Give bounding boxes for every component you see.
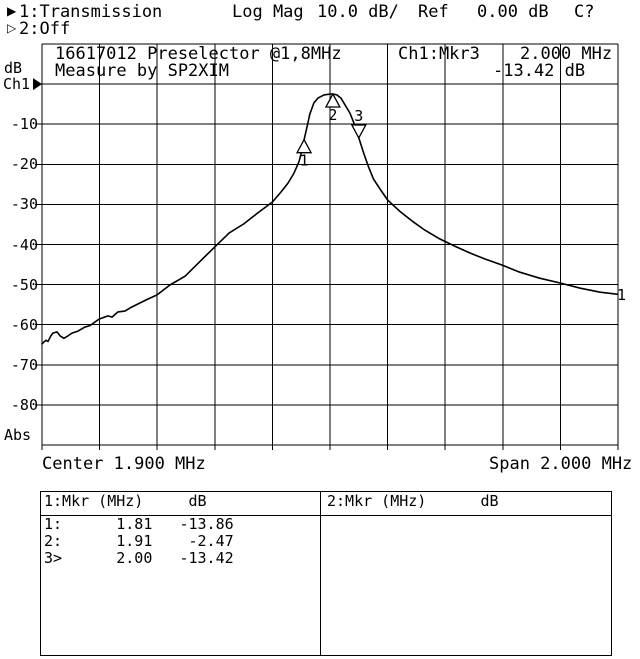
marker-table-header-ch2: 2:Mkr (MHz) dB bbox=[327, 492, 499, 510]
span-frequency-label: Span 2.000 MHz bbox=[489, 454, 633, 474]
reference-level-pointer-icon bbox=[33, 78, 42, 91]
marker-table-border bbox=[40, 491, 612, 656]
marker-number-label: 1 bbox=[300, 152, 309, 170]
y-axis-label: -20 bbox=[10, 155, 38, 173]
ref-label: Ref bbox=[418, 2, 449, 22]
channel-label: Ch1 bbox=[3, 75, 31, 93]
marker-readout-value: -13.42 dB bbox=[493, 61, 586, 81]
marker-table-row: 2: 1.91 -2.47 bbox=[44, 532, 234, 550]
y-axis-label: -50 bbox=[10, 276, 38, 294]
marker-number-label: 2 bbox=[328, 106, 337, 124]
marker-table-header-ch1: 1:Mkr (MHz) dB bbox=[44, 492, 207, 510]
format-annunciator: Log Mag bbox=[232, 2, 304, 22]
trace2-definition: 2:Off bbox=[19, 19, 71, 39]
graph-title-line2: Measure by SP2XIM bbox=[55, 61, 229, 81]
active-marker-icon bbox=[350, 124, 367, 140]
y-axis-label: -70 bbox=[10, 356, 38, 374]
trace-line bbox=[41, 93, 618, 345]
y-axis-label: -30 bbox=[10, 195, 38, 213]
marker-number-label: 3 bbox=[354, 107, 363, 125]
marker-table-row: 1: 1.81 -13.86 bbox=[44, 515, 234, 533]
marker-readout-frequency: 2.000 MHz bbox=[520, 44, 613, 64]
marker-readout-channel: Ch1:Mkr3 bbox=[398, 44, 480, 64]
marker-table-divider bbox=[320, 491, 321, 656]
y-axis-label: -60 bbox=[10, 316, 38, 334]
y-axis-label: -10 bbox=[10, 115, 38, 133]
scale-annunciator: 10.0 dB/ bbox=[317, 2, 399, 22]
cal-status: C? bbox=[574, 2, 595, 22]
center-frequency-label: Center 1.900 MHz bbox=[42, 454, 206, 474]
y-axis-mode-label: Abs bbox=[4, 426, 32, 444]
trace2-inactive-icon: ▷ bbox=[7, 21, 17, 35]
trace-number-label: 1 bbox=[617, 286, 627, 304]
graph-title-line1: 16617012 Preselector @1,8MHz bbox=[55, 44, 342, 64]
trace1-active-icon: ▶ bbox=[7, 4, 17, 18]
y-axis-label: -40 bbox=[10, 236, 38, 254]
ref-value: 0.00 dB bbox=[477, 2, 549, 22]
y-axis-label: -80 bbox=[10, 396, 38, 414]
marker-icon bbox=[324, 92, 341, 108]
marker-icon bbox=[295, 138, 313, 154]
y-axis-unit: dB bbox=[4, 59, 23, 77]
marker-table-row: 3> 2.00 -13.42 bbox=[44, 549, 234, 567]
marker-table-header-rule bbox=[40, 515, 612, 516]
trace1-definition: 1:Transmission bbox=[19, 2, 163, 22]
